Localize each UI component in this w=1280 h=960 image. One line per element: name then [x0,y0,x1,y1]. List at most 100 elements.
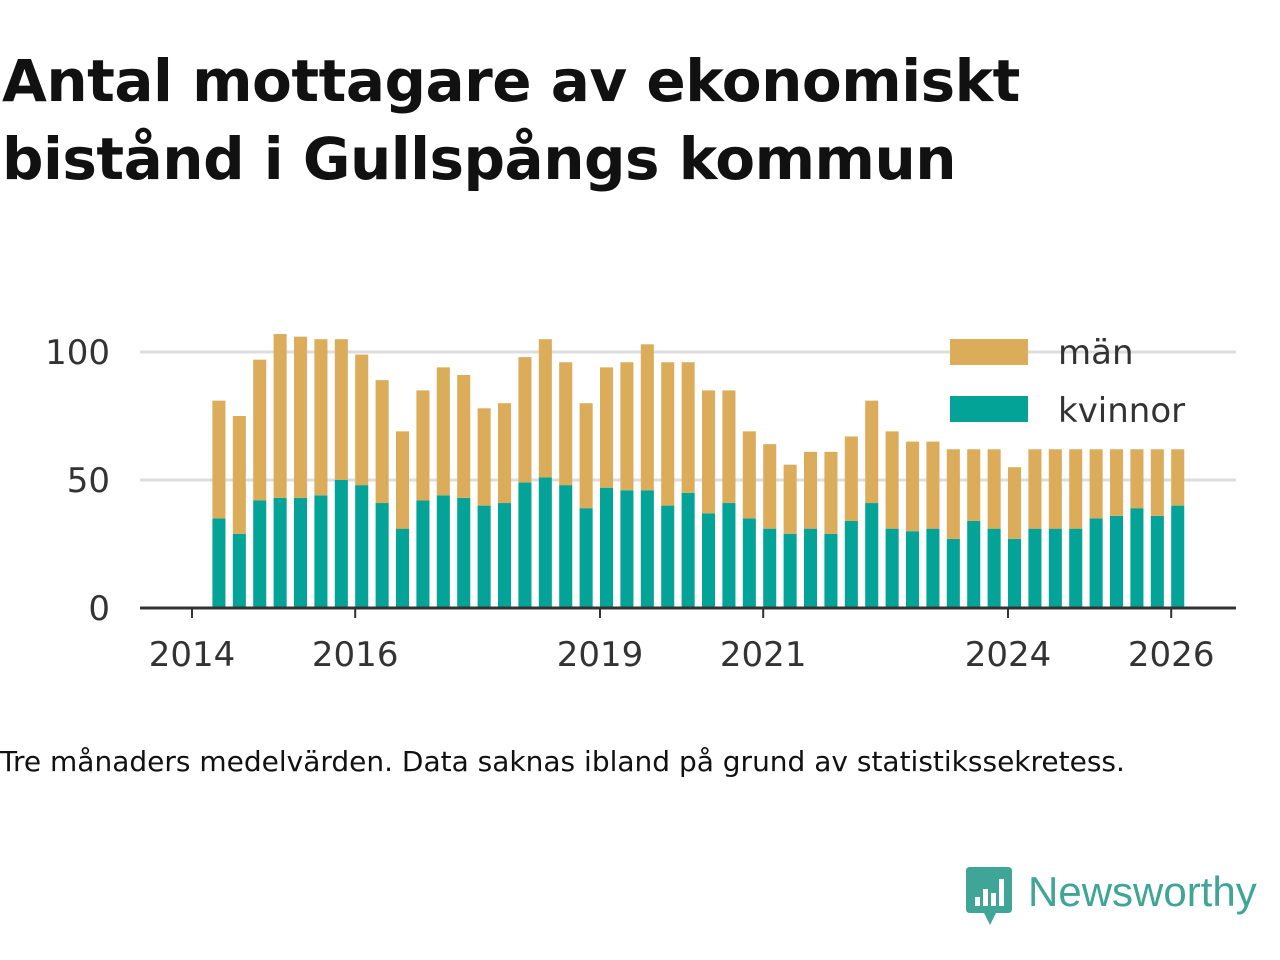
bar-man [457,375,471,498]
bar-man [722,390,736,504]
bar-kvinnor [742,518,756,608]
bar-kvinnor [844,520,858,608]
legend-label-kvinnor: kvinnor [1058,391,1185,431]
x-tick-label: 2026 [1128,635,1215,675]
bar-man [681,362,695,493]
bar-man [477,408,491,506]
legend-swatch-man [950,339,1028,365]
bar-kvinnor [375,503,389,608]
bars [212,334,1185,608]
bar-man [763,444,777,529]
bar-man [1028,449,1042,529]
x-tick-label: 2024 [965,635,1052,675]
bar-kvinnor [518,482,532,608]
bar-kvinnor [1089,518,1103,608]
bar-kvinnor [722,503,736,608]
bar-man [783,464,797,534]
bar-kvinnor [926,528,940,608]
y-tick-label: 0 [88,589,110,629]
chart-title: Antal mottagare av ekonomiskt bistånd i … [2,47,1020,193]
y-tick-label: 100 [45,333,110,373]
bar-kvinnor [212,518,226,608]
bar-man [967,449,981,521]
chart-caption: Tre månaders medelvärden. Data saknas ib… [0,745,1125,778]
bar-man [844,436,858,521]
bar-kvinnor [314,495,328,608]
bar-kvinnor [1150,515,1164,608]
bar-man [355,354,369,486]
bar-kvinnor [620,490,634,608]
legend-swatch-kvinnor [950,396,1028,422]
bar-kvinnor [498,503,512,608]
bar-kvinnor [416,500,430,608]
bar-man [314,339,328,496]
bar-kvinnor [1048,528,1062,608]
bar-kvinnor [294,497,308,608]
bar-kvinnor [1008,538,1022,608]
bar-kvinnor [661,505,675,608]
bar-kvinnor [396,528,410,608]
bar-kvinnor [600,487,614,608]
x-tick-labels: 2014 2016 2019 2021 2024 2026 [149,608,1215,675]
bar-kvinnor [702,513,716,608]
newsworthy-logo-icon [966,867,1012,925]
bar-kvinnor [436,495,450,608]
bar-man [396,431,410,529]
bar-man [294,336,308,498]
bar-man [946,449,960,539]
bar-man [1048,449,1062,529]
bar-man [1130,449,1144,509]
bar-kvinnor [804,528,818,608]
legend: män kvinnor [950,333,1185,431]
bar-kvinnor [783,533,797,608]
bar-man [885,431,899,529]
x-tick-label: 2014 [149,635,236,675]
bar-man [375,380,389,504]
bar-man [559,362,573,486]
brand-name: Newsworthy [1028,868,1257,915]
bar-kvinnor [1069,528,1083,608]
bar-man [518,357,532,483]
y-tick-labels: 0 50 100 [45,333,110,629]
bar-man [212,400,226,519]
bar-kvinnor [946,538,960,608]
bar-man [1069,449,1083,529]
bar-kvinnor [355,485,369,608]
bar-man [824,451,838,534]
brand: Newsworthy [964,864,1257,928]
bar-man [1089,449,1103,519]
bar-kvinnor [1171,505,1185,608]
bar-kvinnor [457,497,471,608]
bar-man [702,390,716,514]
bar-kvinnor [579,508,593,608]
bar-man [865,400,879,504]
bar-kvinnor [865,503,879,608]
bar-man [416,390,430,501]
bar-kvinnor [477,505,491,608]
bar-kvinnor [559,485,573,608]
bar-kvinnor [640,490,654,608]
x-tick-label: 2016 [312,635,399,675]
bar-kvinnor [824,533,838,608]
bar-kvinnor [967,520,981,608]
bar-man [640,344,654,491]
bar-kvinnor [232,533,246,608]
bar-man [232,416,246,534]
bar-man [579,403,593,509]
bar-kvinnor [1110,515,1124,608]
bar-man [273,334,287,498]
bar-man [334,339,348,480]
bar-man [620,362,634,491]
bar-man [1150,449,1164,516]
bar-kvinnor [763,528,777,608]
bar-man [661,362,675,506]
bar-man [1110,449,1124,516]
bar-man [804,451,818,529]
x-tick-label: 2019 [557,635,644,675]
bar-man [742,431,756,519]
bar-man [1171,449,1185,506]
bar-kvinnor [681,492,695,608]
bar-kvinnor [906,531,920,608]
legend-label-man: män [1058,333,1134,373]
bar-man [987,449,1001,529]
